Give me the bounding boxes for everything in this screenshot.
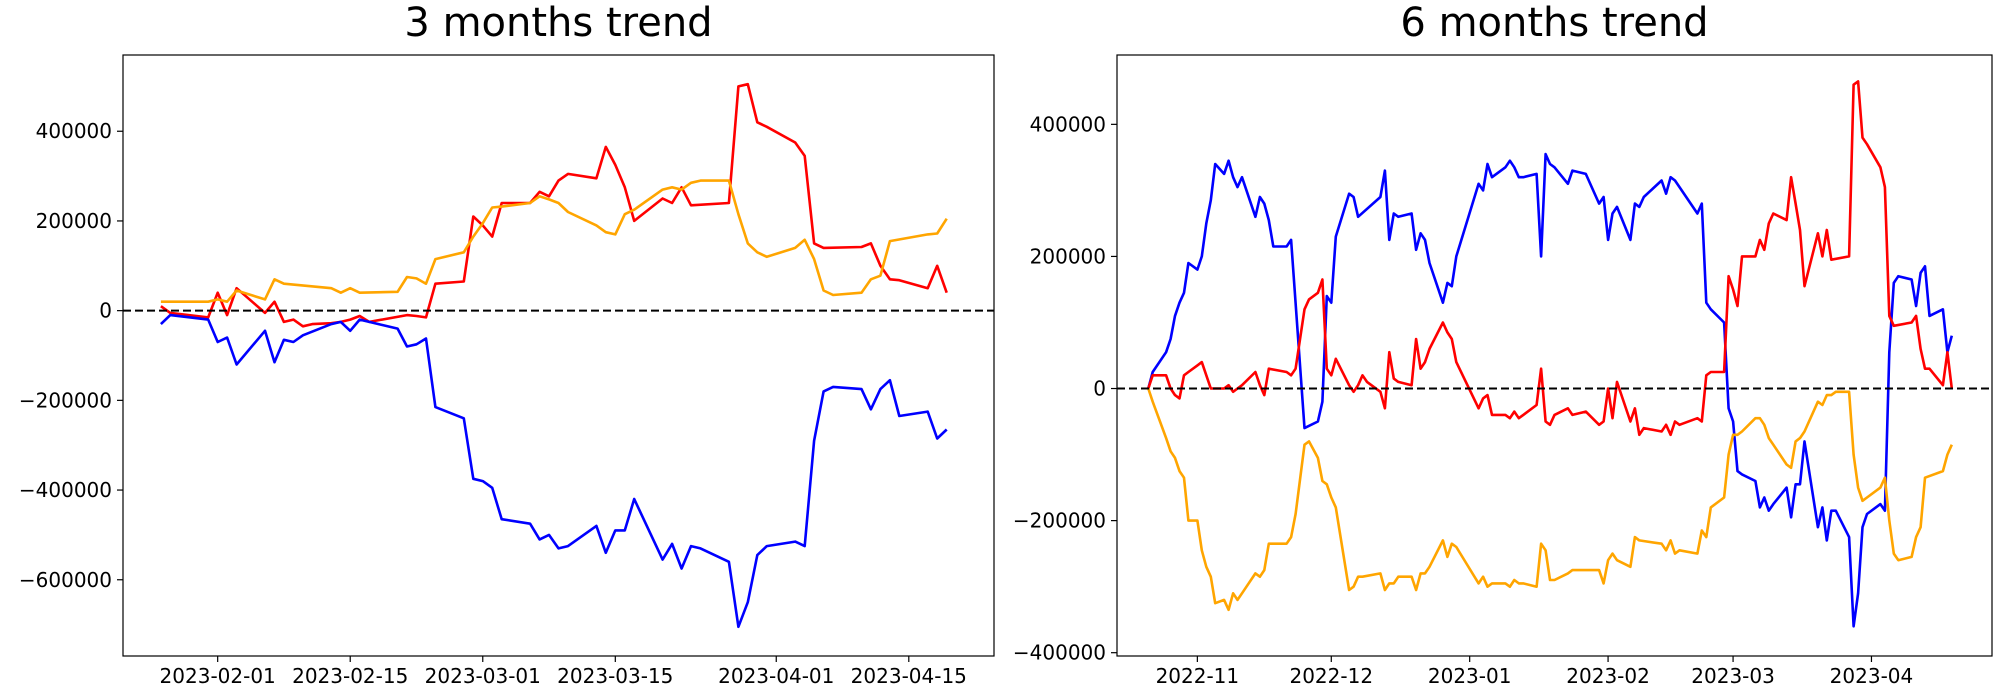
x-tick-label-0-1: 2023-02-15: [292, 664, 408, 688]
x-tick-label-1-3: 2023-02: [1566, 664, 1650, 688]
series-line-1-2: [1147, 388, 1953, 612]
series-line-1-0: [1147, 152, 1954, 628]
y-tick-label-1-4: −400000: [1013, 641, 1106, 665]
series-line-1-1: [1147, 80, 1954, 437]
y-tick-label-0-2: 0: [99, 299, 112, 323]
y-tick-label-0-3: −200000: [19, 388, 112, 412]
x-tick-label-1-0: 2022-11: [1156, 664, 1240, 688]
y-tick-label-0-4: −400000: [19, 478, 112, 502]
x-tick-label-1-5: 2023-04: [1830, 664, 1914, 688]
x-tick-label-1-1: 2022-12: [1289, 664, 1373, 688]
x-tick-label-0-3: 2023-03-15: [557, 664, 673, 688]
x-tick-label-0-4: 2023-04-01: [718, 664, 834, 688]
chart-title-3-months: 3 months trend: [404, 0, 713, 46]
chart-panel-0: 400000 200000 0 −200000 −400000 −600000 2023-0…: [19, 54, 995, 688]
y-tick-label-1-0: 400000: [1030, 112, 1106, 136]
y-tick-label-0-0: 400000: [36, 119, 112, 143]
series-line-0-2: [160, 179, 948, 304]
y-tick-label-0-1: 200000: [36, 209, 112, 233]
axes-frame-1: [1116, 54, 1993, 657]
y-tick-label-0-5: −600000: [19, 568, 112, 592]
axes-frame-0: [122, 54, 995, 657]
series-line-0-0: [160, 82, 948, 328]
chart-title-6-months: 6 months trend: [1400, 0, 1709, 46]
series-line-0-1: [160, 313, 948, 629]
x-tick-label-1-2: 2023-01: [1428, 664, 1512, 688]
y-tick-label-1-1: 200000: [1030, 244, 1106, 268]
x-tick-label-0-0: 2023-02-01: [160, 664, 276, 688]
y-tick-label-1-2: 0: [1093, 377, 1106, 401]
chart-panel-1: 400000 200000 0 −200000 −400000 2022-11 2022-1…: [1013, 54, 1993, 688]
y-tick-label-1-3: −200000: [1013, 509, 1106, 533]
x-tick-label-1-4: 2023-03: [1691, 664, 1775, 688]
x-tick-label-0-2: 2023-03-01: [425, 664, 541, 688]
x-tick-label-0-5: 2023-04-15: [851, 664, 967, 688]
